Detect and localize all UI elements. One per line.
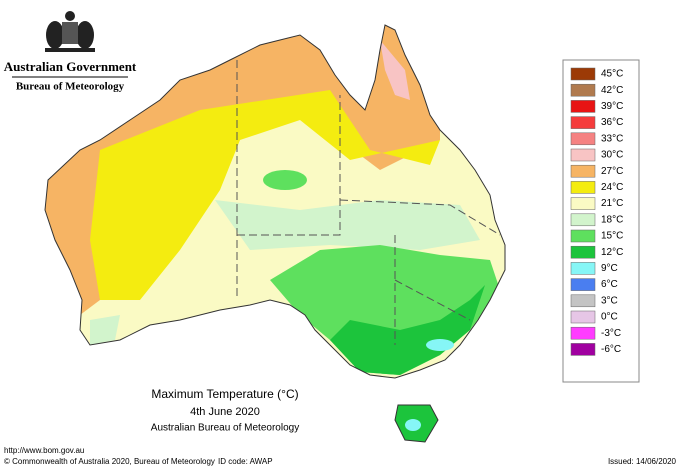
legend-swatch [570,132,596,146]
legend-label: 39°C [601,101,623,112]
footer-copyright: © Commonwealth of Australia 2020, Bureau… [4,457,215,466]
legend-swatch [570,262,596,275]
legend-swatch [570,213,596,227]
legend-swatch [570,278,596,291]
footer-id: ID code: AWAP [218,457,273,466]
legend-label: 42°C [601,85,623,96]
legend-swatch [570,67,596,81]
legend-swatch [570,197,596,210]
legend-label: 9°C [601,263,618,274]
legend-label: 18°C [601,214,623,225]
legend-label: 21°C [601,198,623,209]
legend-label: 45°C [601,69,623,80]
legend-swatch [570,100,596,113]
legend-swatch [570,326,596,340]
legend-label: -6°C [601,344,621,355]
legend-label: 30°C [601,150,623,161]
legend-swatch [570,294,596,308]
legend-label: 24°C [601,182,623,193]
caption-date: 4th June 2020 [190,406,260,418]
legend-label: 15°C [601,231,623,242]
legend-label: 6°C [601,279,618,290]
government: Australian Government [4,59,137,74]
legend-swatch [570,343,596,356]
legend-label: 27°C [601,166,623,177]
legend-label: 0°C [601,312,618,323]
legend-label: 36°C [601,117,623,128]
legend-swatch [570,245,596,259]
legend-swatch [570,116,596,129]
coastline [44,24,506,379]
legend-swatch [570,148,596,162]
legend-swatch [570,164,596,178]
legend-swatch [570,83,596,97]
legend-label: 3°C [601,295,618,306]
crest [45,11,95,52]
caption-title: Maximum Temperature (°C) [151,387,298,401]
legend-label: 33°C [601,133,623,144]
legend-swatch [570,310,596,324]
legend-swatch [570,229,596,243]
footer-issued: Issued: 14/06/2020 [608,457,677,466]
bureau: Bureau of Meteorology [16,81,125,93]
legend-swatch [570,181,596,194]
legend-label: -3°C [601,328,621,339]
footer-url: http://www.bom.gov.au [4,446,84,455]
legend-label: 12°C [601,247,623,258]
tasmania-cold [405,419,421,431]
caption-source: Australian Bureau of Meteorology [151,423,299,434]
